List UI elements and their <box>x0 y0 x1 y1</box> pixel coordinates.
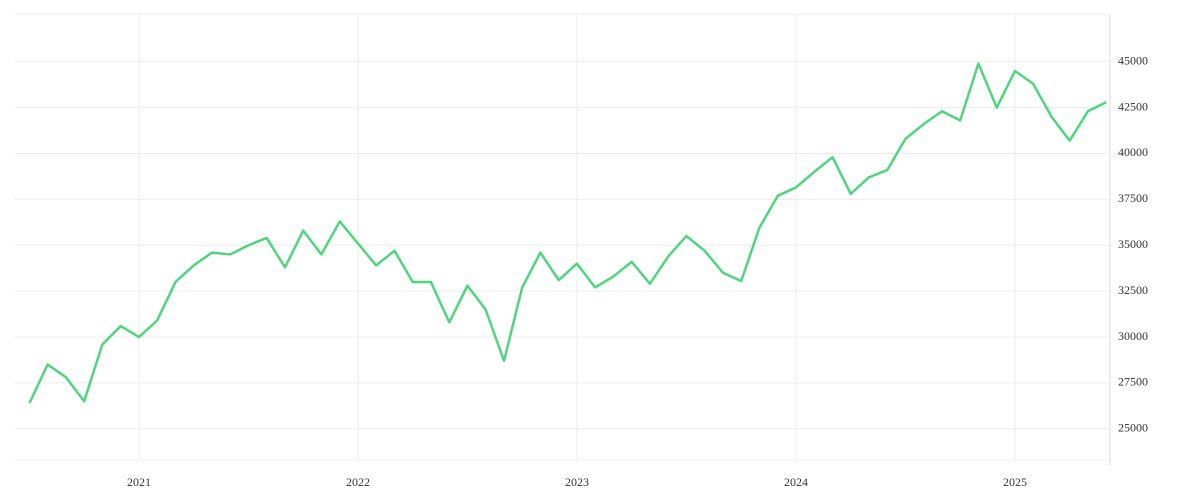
y-tick-label: 30000 <box>1118 329 1148 343</box>
y-tick-label: 27500 <box>1118 375 1148 389</box>
y-tick-label: 32500 <box>1118 283 1148 297</box>
x-tick-label: 2022 <box>346 475 370 489</box>
data-line <box>28 62 1107 404</box>
y-tick-label: 25000 <box>1118 421 1148 435</box>
y-tick-label: 37500 <box>1118 191 1148 205</box>
x-tick-label: 2023 <box>565 475 589 489</box>
y-tick-label: 42500 <box>1118 99 1148 113</box>
y-tick-label: 40000 <box>1118 145 1148 159</box>
y-tick-label: 35000 <box>1118 237 1148 251</box>
x-tick-label: 2021 <box>127 475 151 489</box>
y-tick-label: 45000 <box>1118 53 1148 67</box>
x-tick-label: 2024 <box>784 475 808 489</box>
x-tick-label: 2025 <box>1003 475 1027 489</box>
